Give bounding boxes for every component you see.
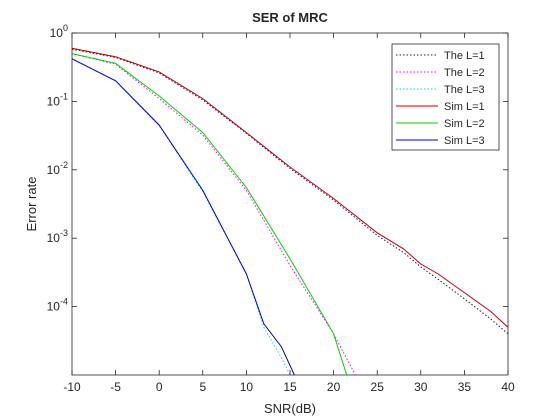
legend-label: The L=1 xyxy=(444,50,485,62)
line xyxy=(71,58,291,376)
legend-label: Sim L=3 xyxy=(444,135,485,147)
x-tick-label: 15 xyxy=(283,380,297,394)
x-tick-label: 30 xyxy=(414,380,428,394)
x-tick-label: 5 xyxy=(199,380,206,394)
line xyxy=(71,58,295,376)
legend-label: Sim L=1 xyxy=(444,101,485,113)
line xyxy=(71,47,509,328)
x-tick-label: 25 xyxy=(371,380,385,394)
y-tick-label: 100 xyxy=(50,23,68,40)
legend-label: The L=3 xyxy=(444,84,485,96)
x-tick-label: 10 xyxy=(240,380,254,394)
chart-title: SER of MRC xyxy=(252,10,328,25)
y-axis-label: Error rate xyxy=(24,177,39,232)
line xyxy=(71,48,509,335)
x-axis-label: SNR(dB) xyxy=(264,401,316,416)
y-tick-label: 10-3 xyxy=(47,228,68,245)
x-tick-label: -10 xyxy=(63,380,81,394)
x-tick-label: 35 xyxy=(458,380,472,394)
legend-label: The L=2 xyxy=(444,67,485,79)
x-tick-label: -5 xyxy=(110,380,121,394)
x-tick-label: 40 xyxy=(501,380,515,394)
x-tick-label: 0 xyxy=(156,380,163,394)
x-tick-label: 20 xyxy=(327,380,341,394)
legend-label: Sim L=2 xyxy=(444,118,485,130)
y-tick-label: 10-1 xyxy=(47,91,68,108)
legend-box xyxy=(391,43,500,151)
line xyxy=(71,53,356,376)
line xyxy=(71,53,348,376)
y-tick-label: 10-4 xyxy=(47,297,68,314)
y-tick-label: 10-2 xyxy=(47,160,68,177)
